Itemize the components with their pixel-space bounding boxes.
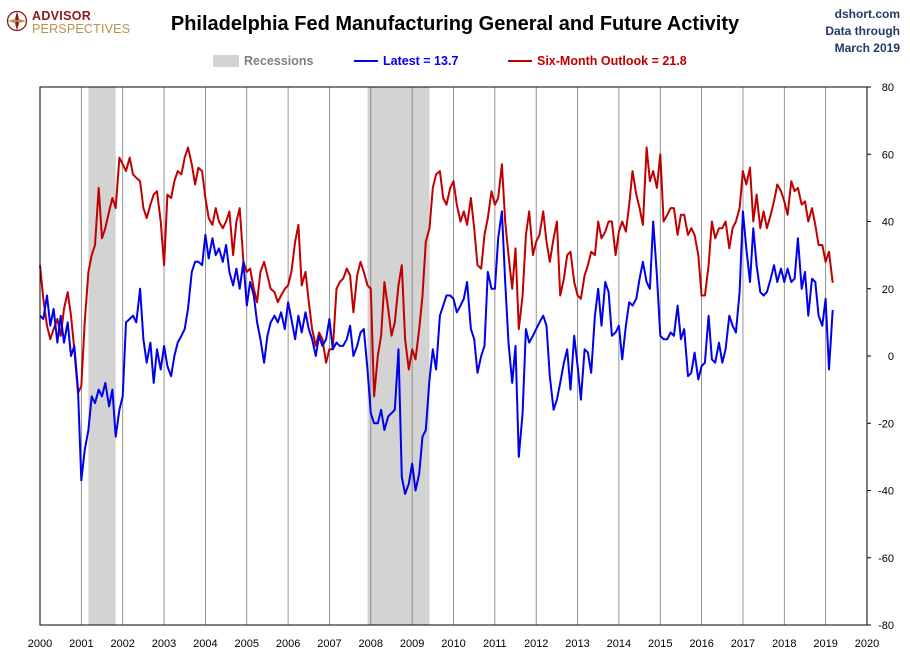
x-tick-label-2020: 2020 [855, 638, 879, 650]
x-tick-label-2011: 2011 [483, 638, 507, 650]
x-tick-label-2017: 2017 [731, 638, 755, 650]
y-tick-label--20: -20 [878, 418, 894, 430]
x-tick-label-2014: 2014 [607, 638, 631, 650]
recession-band-0 [88, 87, 116, 625]
y-tick-label--40: -40 [878, 486, 894, 498]
legend-swatch-outlook [508, 60, 532, 62]
y-tick-label-60: 60 [882, 149, 894, 161]
legend-label-recessions: Recessions [244, 54, 314, 68]
legend-label-outlook: Six-Month Outlook = 21.8 [537, 54, 687, 68]
x-tick-label-2016: 2016 [689, 638, 713, 650]
x-tick-label-2012: 2012 [524, 638, 548, 650]
x-tick-label-2004: 2004 [193, 638, 217, 650]
chart-title: Philadelphia Fed Manufacturing General a… [170, 13, 740, 35]
series-line-outlook [39, 146, 834, 398]
x-tick-label-2007: 2007 [317, 638, 341, 650]
legend-label-latest: Latest = 13.7 [383, 54, 459, 68]
y-tick-label-20: 20 [882, 284, 894, 296]
series-line-latest [39, 210, 834, 495]
logo-text-advisor: ADVISOR [32, 9, 92, 23]
compass-rose-icon [6, 10, 28, 32]
x-tick-label-2008: 2008 [359, 638, 383, 650]
logo-text-perspectives: PERSPECTIVES [32, 22, 131, 36]
legend-swatch-latest [354, 60, 378, 62]
legend-item-outlook: Six-Month Outlook = 21.8 [508, 52, 687, 70]
x-tick-label-2010: 2010 [441, 638, 465, 650]
x-tick-label-2000: 2000 [28, 638, 52, 650]
legend-item-latest: Latest = 13.7 [354, 52, 458, 70]
x-tick-label-2018: 2018 [772, 638, 796, 650]
source-site: dshort.com [834, 7, 900, 21]
legend-swatch-recessions [213, 55, 239, 67]
legend-item-recessions: Recessions [213, 52, 313, 70]
x-tick-label-2001: 2001 [69, 638, 93, 650]
x-tick-label-2003: 2003 [152, 638, 176, 650]
y-tick-label--80: -80 [878, 620, 894, 632]
x-tick-label-2002: 2002 [110, 638, 134, 650]
source-date: March 2019 [834, 41, 900, 55]
source-data-through: Data through [825, 24, 900, 38]
source-note: dshort.com Data through March 2019 [825, 6, 900, 57]
x-tick-label-2006: 2006 [276, 638, 300, 650]
advisor-perspectives-logo: ADVISOR PERSPECTIVES [6, 8, 136, 38]
x-tick-label-2019: 2019 [813, 638, 837, 650]
y-tick-label-40: 40 [882, 217, 894, 229]
x-tick-label-2015: 2015 [648, 638, 672, 650]
legend: Recessions Latest = 13.7 Six-Month Outlo… [0, 52, 910, 70]
y-tick-label-0: 0 [888, 351, 894, 363]
x-tick-label-2013: 2013 [565, 638, 589, 650]
x-tick-label-2009: 2009 [400, 638, 424, 650]
plot-frame [39, 86, 868, 626]
y-tick-label-80: 80 [882, 82, 894, 94]
x-tick-label-2005: 2005 [235, 638, 259, 650]
y-tick-label--60: -60 [878, 553, 894, 565]
